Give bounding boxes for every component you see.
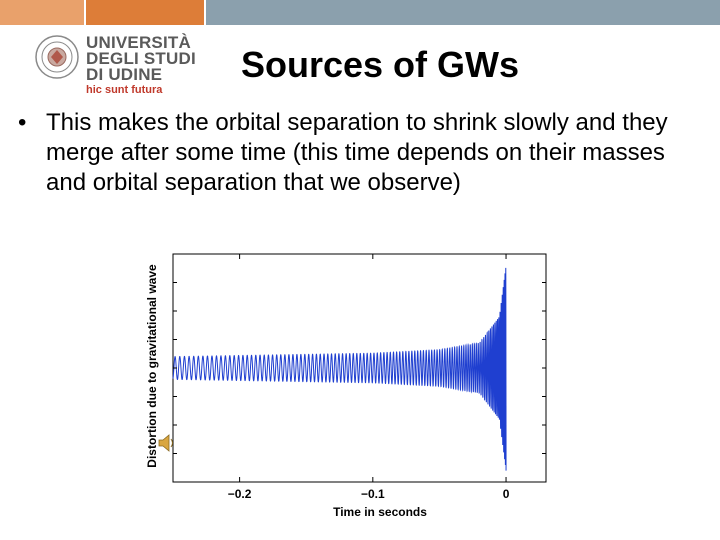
university-seal-icon — [35, 35, 79, 79]
wave-series-line — [172, 267, 507, 471]
x-tick-label: −0.2 — [228, 487, 252, 501]
y-axis-ticks — [173, 253, 546, 483]
top-accent-bar — [0, 0, 720, 25]
bullet-symbol: • — [18, 109, 27, 136]
x-tick-label: 0 — [503, 487, 510, 501]
logo-line-3: DI UDINE — [86, 65, 163, 84]
top-bar-segment-1 — [0, 0, 84, 25]
top-bar-segment-2 — [86, 0, 204, 25]
logo-line-1: UNIVERSITÀ — [86, 33, 191, 52]
gravitational-wave-chart: −0.2 −0.1 0 Time in seconds Distortion due… — [145, 253, 547, 519]
top-bar-segment-3 — [206, 0, 720, 25]
logo-motto: hic sunt futura — [86, 84, 163, 96]
x-axis-label: Time in seconds — [333, 505, 427, 519]
x-axis-ticks: −0.2 −0.1 0 — [228, 254, 510, 501]
bullet-text: This makes the orbital separation to shr… — [46, 109, 668, 196]
y-axis-label: Distortion due to gravitational wave — [145, 264, 159, 468]
slide-title: Sources of GWs — [240, 44, 520, 85]
logo-line-2: DEGLI STUDI — [86, 49, 196, 68]
x-tick-label: −0.1 — [361, 487, 385, 501]
speaker-icon[interactable] — [158, 432, 176, 454]
university-logo: UNIVERSITÀ DEGLI STUDI DI UDINE hic sunt… — [34, 32, 214, 102]
